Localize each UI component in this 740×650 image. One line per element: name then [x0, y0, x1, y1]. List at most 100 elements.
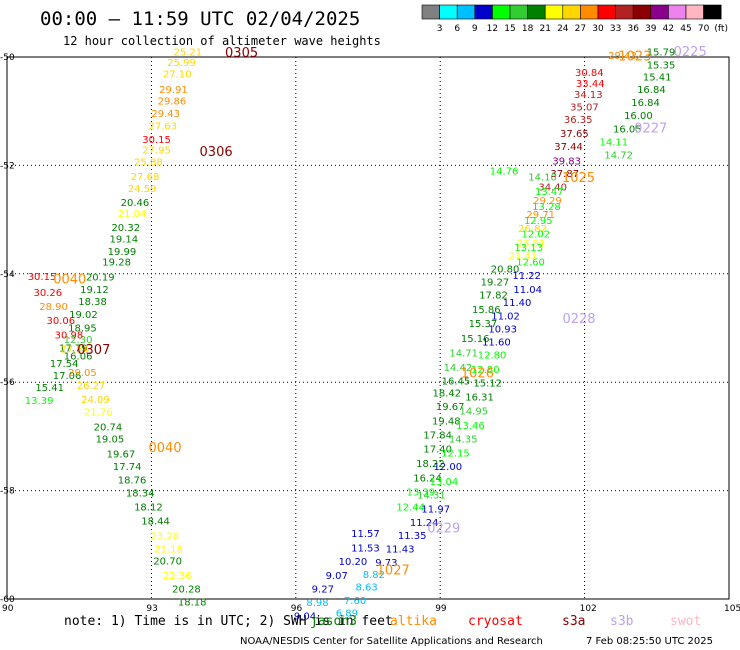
pass-time-label: 0307 — [77, 343, 110, 358]
colorbar-label: 21 — [539, 24, 550, 34]
wave-height-label: 15.35 — [647, 60, 676, 71]
colorbar-label: 36 — [627, 24, 639, 34]
y-tick-label: -56 — [0, 378, 15, 388]
colorbar-swatch — [562, 4, 581, 20]
wave-height-label: 12.00 — [433, 462, 462, 473]
wave-height-label: 29.71 — [526, 210, 555, 221]
wave-height-label: 27.54 — [60, 344, 89, 355]
colorbar-swatch — [668, 4, 687, 20]
wave-height-label: 17.54 — [50, 359, 79, 370]
wave-height-label: 12.80 — [478, 350, 507, 361]
wave-height-label: 14.71 — [449, 349, 478, 360]
grid-lines — [7, 57, 729, 599]
wave-height-label: 15.41 — [643, 72, 672, 83]
wave-height-label: 18.18 — [178, 598, 207, 609]
wave-height-label: 12.02 — [522, 229, 551, 240]
y-tick-label: -54 — [0, 270, 15, 280]
wave-height-label: 18.38 — [78, 297, 107, 308]
wave-height-label: 13.28 — [532, 202, 561, 213]
wave-height-label: 16.06 — [64, 351, 93, 362]
wave-height-label: 19.27 — [481, 278, 510, 289]
y-axis-ticks: -50 -52 -54 -56 -58 -60 — [0, 53, 15, 605]
wave-height-label: 15.41 — [35, 383, 64, 394]
wave-height-label: 15.16 — [461, 334, 490, 345]
colorbar-label: 9 — [472, 24, 478, 34]
wave-height-label: 7.60 — [344, 596, 366, 607]
wave-height-label: 36.35 — [564, 115, 593, 126]
wave-height-label: 21.41 — [509, 252, 538, 263]
wave-height-label: 30.26 — [33, 288, 62, 299]
satellite-legend-jason3: jason3 — [310, 614, 357, 629]
wave-height-label: 22.36 — [163, 571, 192, 582]
wave-height-label: 33.44 — [576, 79, 605, 90]
wave-height-label: 21.18 — [154, 544, 183, 555]
wave-height-label: 30.84 — [575, 68, 604, 79]
y-tick-label: -50 — [0, 53, 15, 63]
wave-height-label: 16.05 — [613, 124, 642, 135]
wave-height-label: 11.43 — [386, 544, 415, 555]
pass-time-label: 0228 — [562, 312, 595, 327]
wave-height-label: 35.07 — [570, 103, 599, 114]
colorbar-swatch — [632, 4, 652, 20]
colorbar-label: 18 — [522, 24, 534, 34]
wave-height-label: 29.43 — [608, 51, 637, 62]
wave-height-label: 37.87 — [550, 169, 579, 180]
wave-height-label: 19.67 — [436, 402, 465, 413]
wave-height-label: 29.91 — [159, 85, 188, 96]
colorbar-swatch — [439, 4, 458, 20]
colorbar-label: 42 — [663, 24, 674, 34]
footer-note: note: 1) Time is in UTC; 2) SWH is in fe… — [64, 614, 393, 629]
wave-height-label: 29.05 — [68, 368, 97, 379]
wave-height-label: 10.20 — [339, 557, 368, 568]
y-tick-label: -58 — [0, 487, 15, 497]
wave-height-label: 11.35 — [398, 531, 427, 542]
pass-time-label: 1023 — [618, 49, 651, 64]
wave-height-label: 20.70 — [153, 556, 182, 567]
wave-height-label: 14.95 — [459, 407, 488, 418]
wave-height-label: 20.74 — [94, 422, 123, 433]
colorbar-swatch — [544, 4, 564, 20]
wave-height-label: 15.37 — [469, 319, 498, 330]
wave-height-points: 25.2125.9927.1029.9129.8629.4327.6330.15… — [25, 47, 676, 622]
wave-height-label: 16.84 — [637, 85, 666, 96]
pass-time-label: 0040 — [149, 441, 182, 456]
x-tick-label: 90 — [2, 604, 14, 614]
wave-height-label: 29.29 — [533, 196, 562, 207]
wave-height-label: 34.40 — [538, 182, 567, 193]
wave-height-label: 19.28 — [102, 258, 131, 269]
x-tick-label: 99 — [435, 604, 447, 614]
wave-height-label: 19.12 — [80, 285, 109, 296]
wave-height-label: 13.46 — [456, 421, 485, 432]
colorbar-label: 45 — [680, 24, 691, 34]
wave-height-label: 27.10 — [163, 70, 192, 81]
colorbar-swatch — [492, 4, 511, 20]
wave-height-label: 20.80 — [491, 265, 520, 276]
satellite-legend-s3b: s3b — [610, 614, 634, 629]
colorbar-label: 27 — [575, 24, 586, 34]
wave-height-label: 13.39 — [25, 396, 54, 407]
colorbar-legend: 3 6 9 12 15 18 21 24 27 30 33 36 39 42 45 70 (ft) — [421, 4, 728, 34]
wave-height-label: 14.42 — [444, 363, 473, 374]
colorbar-swatch — [456, 4, 476, 20]
wave-height-label: 16.24 — [413, 473, 442, 484]
pass-time-label: 1027 — [377, 564, 410, 579]
colorbar-swatch — [597, 4, 616, 20]
colorbar-swatch — [685, 4, 704, 20]
wave-height-label: 16.31 — [465, 393, 494, 404]
wave-height-label: 27.95 — [142, 145, 171, 156]
wave-height-label: 19.14 — [110, 234, 139, 245]
wave-height-label: 8.82 — [363, 570, 385, 581]
pass-time-label: 1025 — [562, 171, 595, 186]
wave-height-label: 10.93 — [488, 324, 517, 335]
colorbar-swatch — [527, 4, 546, 20]
wave-height-label: 9.04 — [294, 612, 316, 623]
pass-time-label: 0227 — [634, 121, 667, 136]
wave-height-label: 29.86 — [158, 97, 187, 108]
wave-height-label: 8.98 — [306, 598, 328, 609]
wave-height-label: 24.59 — [128, 184, 157, 195]
wave-height-label: 19.48 — [432, 416, 461, 427]
pass-time-label: 0229 — [427, 521, 460, 536]
wave-height-label: 13.39 — [407, 487, 436, 498]
wave-height-label: 11.60 — [482, 337, 511, 348]
